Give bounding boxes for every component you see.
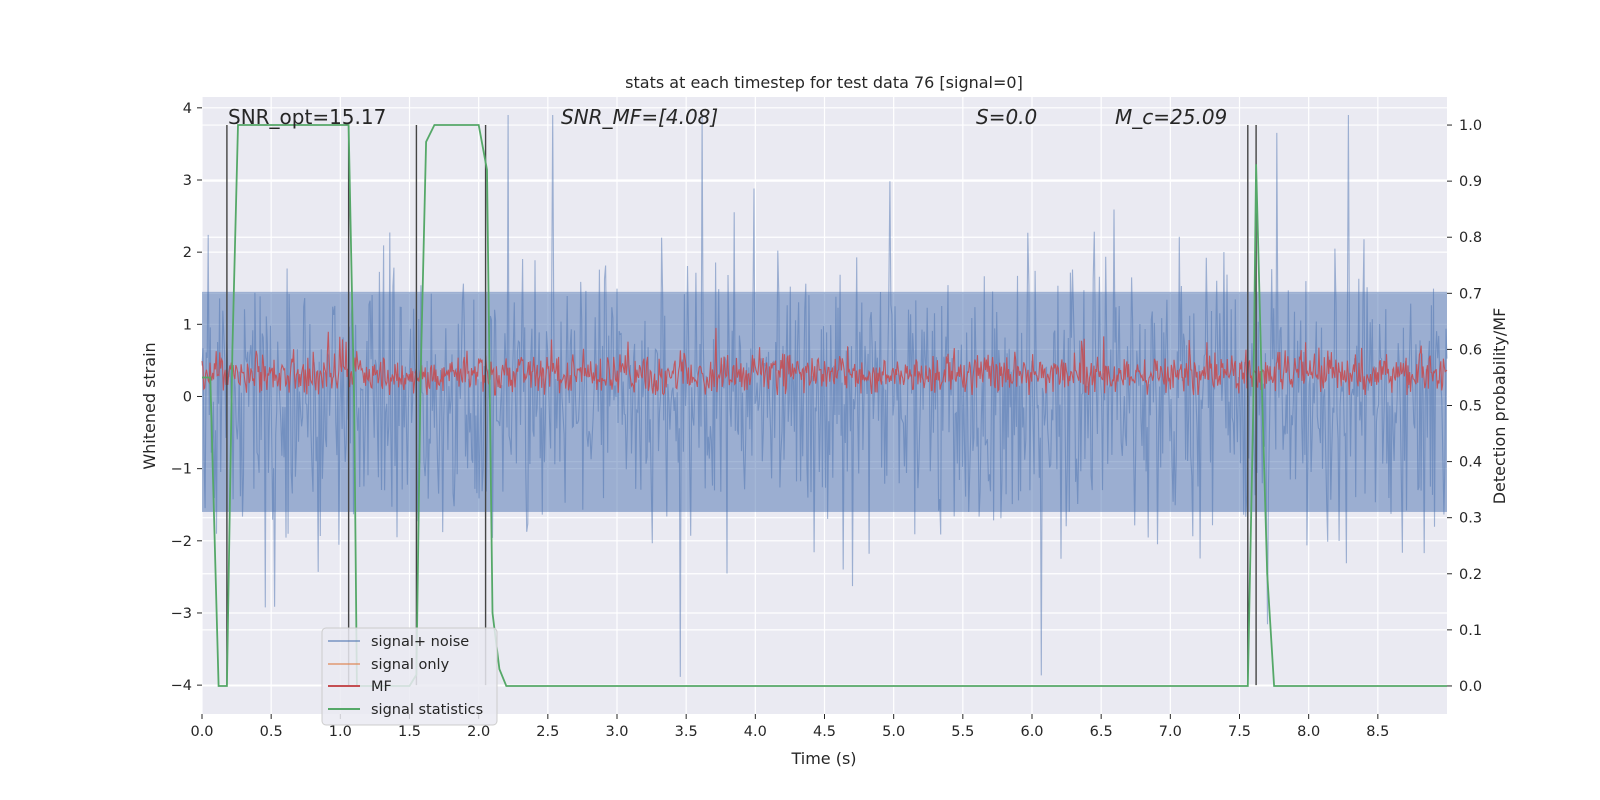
annotation-s: S=0.0 <box>976 105 1037 129</box>
y-tick-label-right: 1.0 <box>1459 118 1482 134</box>
y-axis-label-left: Whitened strain <box>140 342 159 469</box>
y-tick-label-left: −3 <box>171 606 192 622</box>
legend-box <box>321 627 498 726</box>
x-tick-label: 2.5 <box>536 724 559 740</box>
x-tick-label: 4.5 <box>813 724 836 740</box>
x-tick-label: 3.5 <box>675 724 698 740</box>
x-tick-label: 4.0 <box>744 724 767 740</box>
legend-label-signal-only: signal only <box>371 657 450 673</box>
series-signal-noise <box>201 114 1448 677</box>
y-axis-label-right: Detection probability/MF <box>1490 308 1509 505</box>
y-tick-label-right: 0.7 <box>1459 286 1482 302</box>
y-tick-label-left: 2 <box>183 245 192 261</box>
y-tick-label-right: 0.2 <box>1459 567 1482 583</box>
y-tick-label-left: 1 <box>183 317 192 333</box>
legend-label-signal-statistics: signal statistics <box>371 702 483 718</box>
y-tick-label-left: −1 <box>171 462 192 478</box>
axis-ticks: 0.0 0.5 1.0 1.5 2.0 2.5 3.0 3.5 4.0 4.5 5.0 5.5 6.0 6… <box>171 101 1482 740</box>
x-tick-label: 2.0 <box>467 724 490 740</box>
y-tick-label-left: 4 <box>183 101 192 117</box>
x-tick-label: 7.0 <box>1159 724 1182 740</box>
y-tick-label-left: −2 <box>171 534 192 550</box>
x-tick-label: 6.5 <box>1090 724 1113 740</box>
y-tick-label-right: 0.6 <box>1459 342 1482 358</box>
y-tick-label-left: −4 <box>171 678 192 694</box>
y-tick-label-right: 0.1 <box>1459 623 1482 639</box>
x-axis-label: Time (s) <box>790 749 856 768</box>
y-tick-label-left: 0 <box>183 389 192 405</box>
x-tick-label: 0.0 <box>190 724 213 740</box>
x-tick-label: 0.5 <box>260 724 283 740</box>
x-tick-label: 7.5 <box>1228 724 1251 740</box>
x-tick-label: 1.5 <box>398 724 421 740</box>
series-signal-statistics <box>202 124 1447 687</box>
y-tick-label-right: 0.3 <box>1459 511 1482 527</box>
annotation-snr-mf: SNR_MF=[4.08] <box>561 105 718 129</box>
y-tick-label-right: 0.8 <box>1459 230 1482 246</box>
legend-label-signal-noise: signal+ noise <box>371 634 469 650</box>
x-tick-label: 5.5 <box>951 724 974 740</box>
series-mf <box>201 327 1448 396</box>
noise-trace <box>201 114 1448 677</box>
legend: signal+ noise signal only MF signal stat… <box>321 627 498 726</box>
y-tick-label-right: 0.0 <box>1459 679 1482 695</box>
signal-statistics-line <box>202 124 1447 687</box>
y-tick-label-right: 0.9 <box>1459 174 1482 190</box>
x-tick-label: 6.0 <box>1020 724 1043 740</box>
x-tick-label: 8.5 <box>1366 724 1389 740</box>
mf-trace <box>201 327 1448 396</box>
x-tick-label: 8.0 <box>1297 724 1320 740</box>
y-tick-label-right: 0.5 <box>1459 399 1482 415</box>
y-tick-label-left: 3 <box>183 173 192 189</box>
legend-label-mf: MF <box>371 679 392 695</box>
y-tick-label-right: 0.4 <box>1459 455 1482 471</box>
vertical-markers <box>226 125 1257 686</box>
x-tick-label: 3.0 <box>605 724 628 740</box>
x-tick-label: 5.0 <box>882 724 905 740</box>
chart-title: stats at each timestep for test data 76 … <box>625 73 1023 92</box>
annotation-mc: M_c=25.09 <box>1115 105 1227 129</box>
x-tick-label: 1.0 <box>329 724 352 740</box>
annotation-snr-opt: SNR_opt=15.17 <box>228 105 386 129</box>
